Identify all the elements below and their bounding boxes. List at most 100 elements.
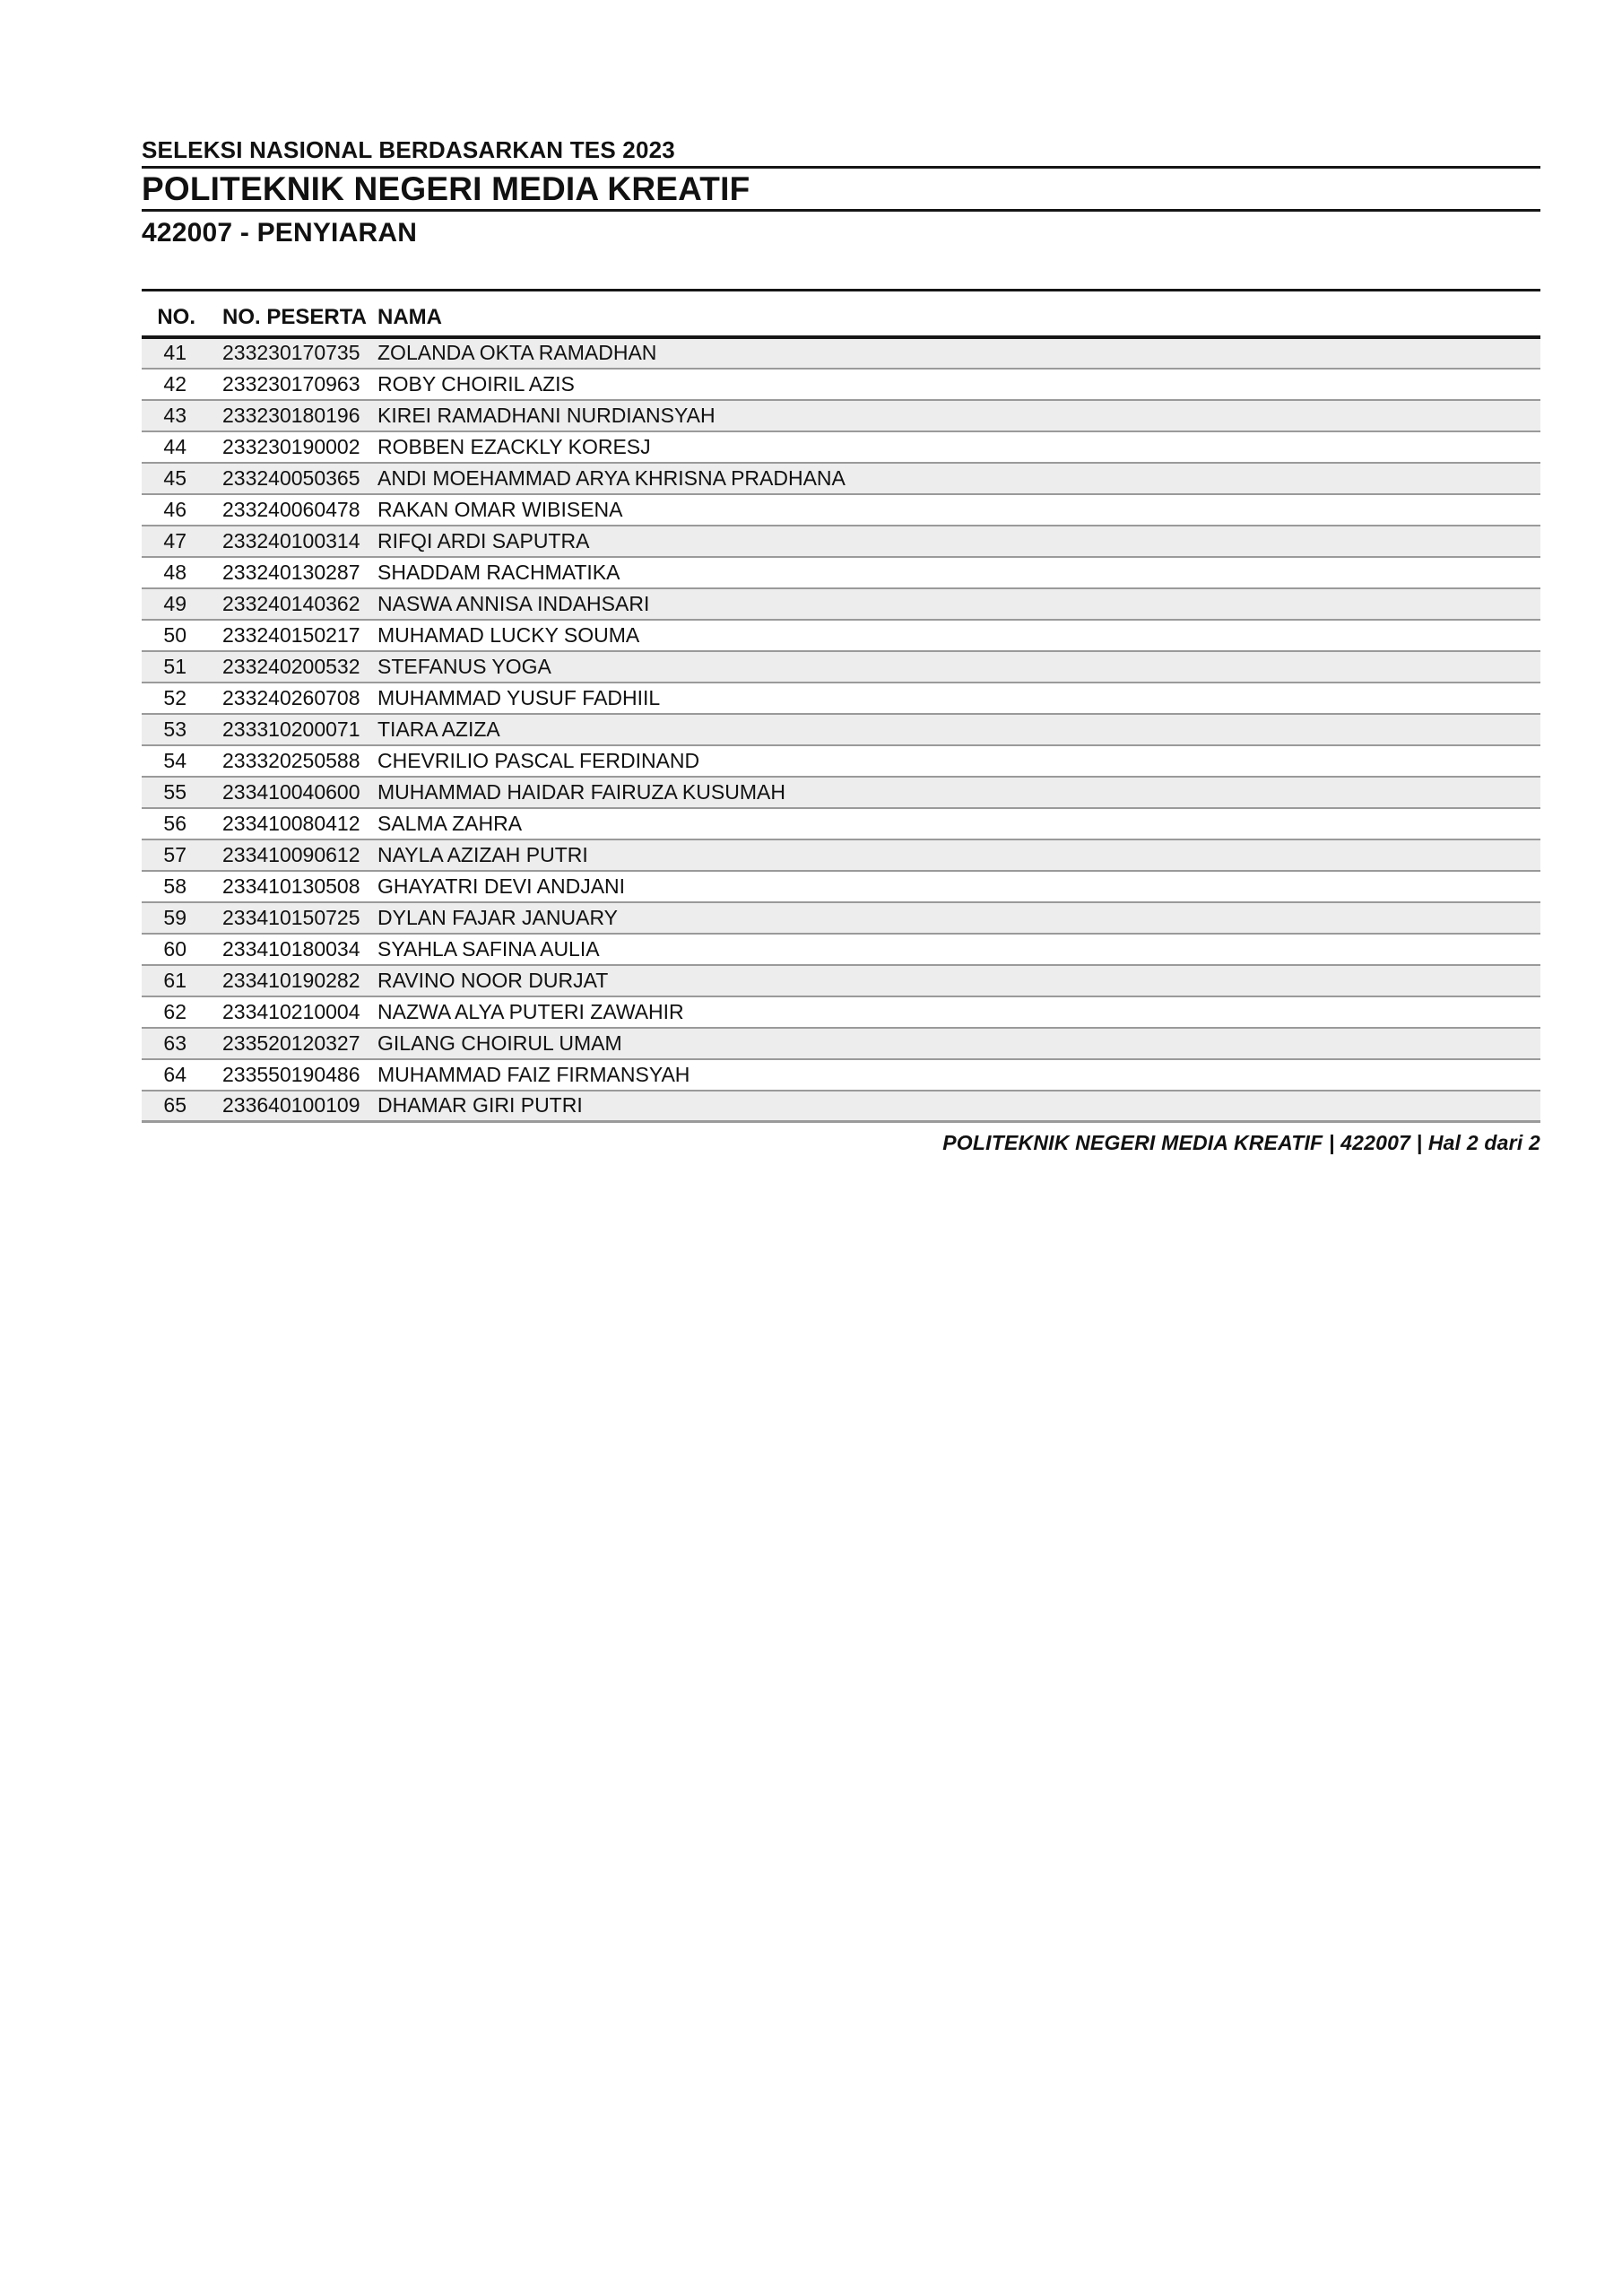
table-row: 42 233230170963 ROBY CHOIRIL AZIS	[142, 368, 1540, 400]
participant-number-cell: 233240130287	[222, 560, 360, 584]
participant-number-cell: 233240100314	[222, 528, 360, 552]
table-row: 61 233410190282 RAVINO NOOR DURJAT	[142, 964, 1540, 996]
table-body: 41 233230170735 ZOLANDA OKTA RAMADHAN 42…	[142, 336, 1540, 1122]
table-row: 54 233320250588 CHEVRILIO PASCAL FERDINA…	[142, 744, 1540, 777]
participant-number-cell: 233230170963	[222, 371, 360, 396]
row-number-cell: 43	[163, 403, 186, 427]
row-number-cell: 55	[163, 779, 186, 804]
row-number-cell: 51	[163, 654, 186, 678]
participant-number-cell: 233240200532	[222, 654, 360, 678]
table-row: 50 233240150217 MUHAMAD LUCKY SOUMA	[142, 619, 1540, 651]
table-row: 44 233230190002 ROBBEN EZACKLY KORESJ	[142, 430, 1540, 463]
participant-name-cell: NAYLA AZIZAH PUTRI	[377, 842, 588, 866]
participant-name-cell: KIREI RAMADHANI NURDIANSYAH	[377, 403, 716, 427]
column-header-no-peserta: NO. PESERTA	[222, 305, 367, 330]
row-number-cell: 57	[163, 842, 186, 866]
participant-name-cell: SALMA ZAHRA	[377, 811, 523, 835]
participant-number-cell: 233550190486	[222, 1062, 360, 1086]
table-row: 57 233410090612 NAYLA AZIZAH PUTRI	[142, 839, 1540, 871]
participant-number-cell: 233310200071	[222, 717, 360, 741]
participant-name-cell: RAVINO NOOR DURJAT	[377, 968, 609, 992]
participant-name-cell: RAKAN OMAR WIBISENA	[377, 497, 623, 521]
table-header-row: NO. NO. PESERTA NAMA	[142, 290, 1540, 337]
table-row: 64 233550190486 MUHAMMAD FAIZ FIRMANSYAH	[142, 1058, 1540, 1091]
row-number-cell: 61	[163, 968, 186, 992]
table-row: 49 233240140362 NASWA ANNISA INDAHSARI	[142, 587, 1540, 620]
participant-number-cell: 233240050365	[222, 465, 360, 490]
table-row: 58 233410130508 GHAYATRI DEVI ANDJANI	[142, 870, 1540, 902]
participant-number-cell: 233410040600	[222, 779, 360, 804]
row-number-cell: 63	[163, 1031, 186, 1055]
participant-name-cell: STEFANUS YOGA	[377, 654, 551, 678]
row-number-cell: 50	[163, 622, 186, 647]
participant-name-cell: MUHAMMAD HAIDAR FAIRUZA KUSUMAH	[377, 779, 785, 804]
participant-name-cell: SHADDAM RACHMATIKA	[377, 560, 620, 584]
participant-number-cell: 233410080412	[222, 811, 360, 835]
participant-name-cell: ROBY CHOIRIL AZIS	[377, 371, 575, 396]
participant-name-cell: DYLAN FAJAR JANUARY	[377, 905, 618, 929]
row-number-cell: 45	[163, 465, 186, 490]
row-number-cell: 62	[163, 999, 186, 1023]
table-row: 53 233310200071 TIARA AZIZA	[142, 713, 1540, 745]
participant-number-cell: 233410190282	[222, 968, 360, 992]
table-row: 65 233640100109 DHAMAR GIRI PUTRI	[142, 1090, 1540, 1122]
row-number-cell: 64	[163, 1062, 186, 1086]
participant-name-cell: DHAMAR GIRI PUTRI	[377, 1093, 583, 1118]
page-footer: POLITEKNIK NEGERI MEDIA KREATIF | 422007…	[942, 1131, 1540, 1154]
participant-name-cell: GILANG CHOIRUL UMAM	[377, 1031, 622, 1055]
participant-name-cell: CHEVRILIO PASCAL FERDINAND	[377, 748, 700, 772]
table-row: 59 233410150725 DYLAN FAJAR JANUARY	[142, 901, 1540, 934]
participant-number-cell: 233240060478	[222, 497, 360, 521]
participant-number-cell: 233410210004	[222, 999, 360, 1023]
row-number-cell: 56	[163, 811, 186, 835]
participant-name-cell: GHAYATRI DEVI ANDJANI	[377, 874, 626, 898]
participant-name-cell: ZOLANDA OKTA RAMADHAN	[377, 341, 657, 364]
participant-name-cell: ROBBEN EZACKLY KORESJ	[377, 434, 651, 458]
participant-name-cell: ANDI MOEHAMMAD ARYA KHRISNA PRADHANA	[377, 465, 846, 490]
row-number-cell: 52	[163, 685, 186, 709]
table-row: 62 233410210004 NAZWA ALYA PUTERI ZAWAHI…	[142, 996, 1540, 1028]
participant-name-cell: MUHAMMAD YUSUF FADHIIL	[377, 685, 661, 709]
participant-number-cell: 233230170735	[222, 341, 360, 364]
row-number-cell: 48	[163, 560, 186, 584]
participant-name-cell: NAZWA ALYA PUTERI ZAWAHIR	[377, 999, 684, 1023]
participant-number-cell: 233230190002	[222, 434, 360, 458]
row-number-cell: 65	[163, 1093, 186, 1118]
row-number-cell: 44	[163, 434, 186, 458]
table-row: 60 233410180034 SYAHLA SAFINA AULIA	[142, 933, 1540, 965]
table-row: 46 233240060478 RAKAN OMAR WIBISENA	[142, 493, 1540, 526]
row-number-cell: 60	[163, 936, 186, 961]
column-header-nama: NAMA	[377, 305, 442, 330]
event-title: SELEKSI NASIONAL BERDASARKAN TES 2023	[142, 136, 1540, 169]
table-row: 51 233240200532 STEFANUS YOGA	[142, 650, 1540, 683]
table-row: 63 233520120327 GILANG CHOIRUL UMAM	[142, 1027, 1540, 1059]
participant-number-cell: 233410150725	[222, 905, 360, 929]
participant-number-cell: 233410180034	[222, 936, 360, 961]
participant-number-cell: 233520120327	[222, 1031, 360, 1055]
participants-table: NO. NO. PESERTA NAMA 41 233230170735 ZOL…	[142, 289, 1540, 1123]
participant-number-cell: 233320250588	[222, 748, 360, 772]
participant-name-cell: RIFQI ARDI SAPUTRA	[377, 528, 590, 552]
table-row: 55 233410040600 MUHAMMAD HAIDAR FAIRUZA …	[142, 776, 1540, 808]
table-row: 41 233230170735 ZOLANDA OKTA RAMADHAN	[142, 336, 1540, 369]
row-number-cell: 54	[163, 748, 186, 772]
table-row: 45 233240050365 ANDI MOEHAMMAD ARYA KHRI…	[142, 462, 1540, 494]
participant-name-cell: SYAHLA SAFINA AULIA	[377, 936, 600, 961]
program-title: 422007 - PENYIARAN	[142, 218, 418, 248]
table-row: 48 233240130287 SHADDAM RACHMATIKA	[142, 556, 1540, 588]
row-number-cell: 59	[163, 905, 186, 929]
participant-number-cell: 233240260708	[222, 685, 360, 709]
participant-name-cell: MUHAMAD LUCKY SOUMA	[377, 622, 640, 647]
participant-number-cell: 233410130508	[222, 874, 360, 898]
row-number-cell: 58	[163, 874, 186, 898]
participant-name-cell: NASWA ANNISA INDAHSARI	[377, 591, 650, 615]
participant-number-cell: 233640100109	[222, 1093, 360, 1118]
row-number-cell: 41	[163, 341, 186, 364]
row-number-cell: 49	[163, 591, 186, 615]
table-row: 56 233410080412 SALMA ZAHRA	[142, 807, 1540, 839]
document-header: SELEKSI NASIONAL BERDASARKAN TES 2023 PO…	[142, 136, 1540, 248]
row-number-cell: 53	[163, 717, 186, 741]
table-row: 43 233230180196 KIREI RAMADHANI NURDIANS…	[142, 399, 1540, 431]
participant-number-cell: 233240150217	[222, 622, 360, 647]
